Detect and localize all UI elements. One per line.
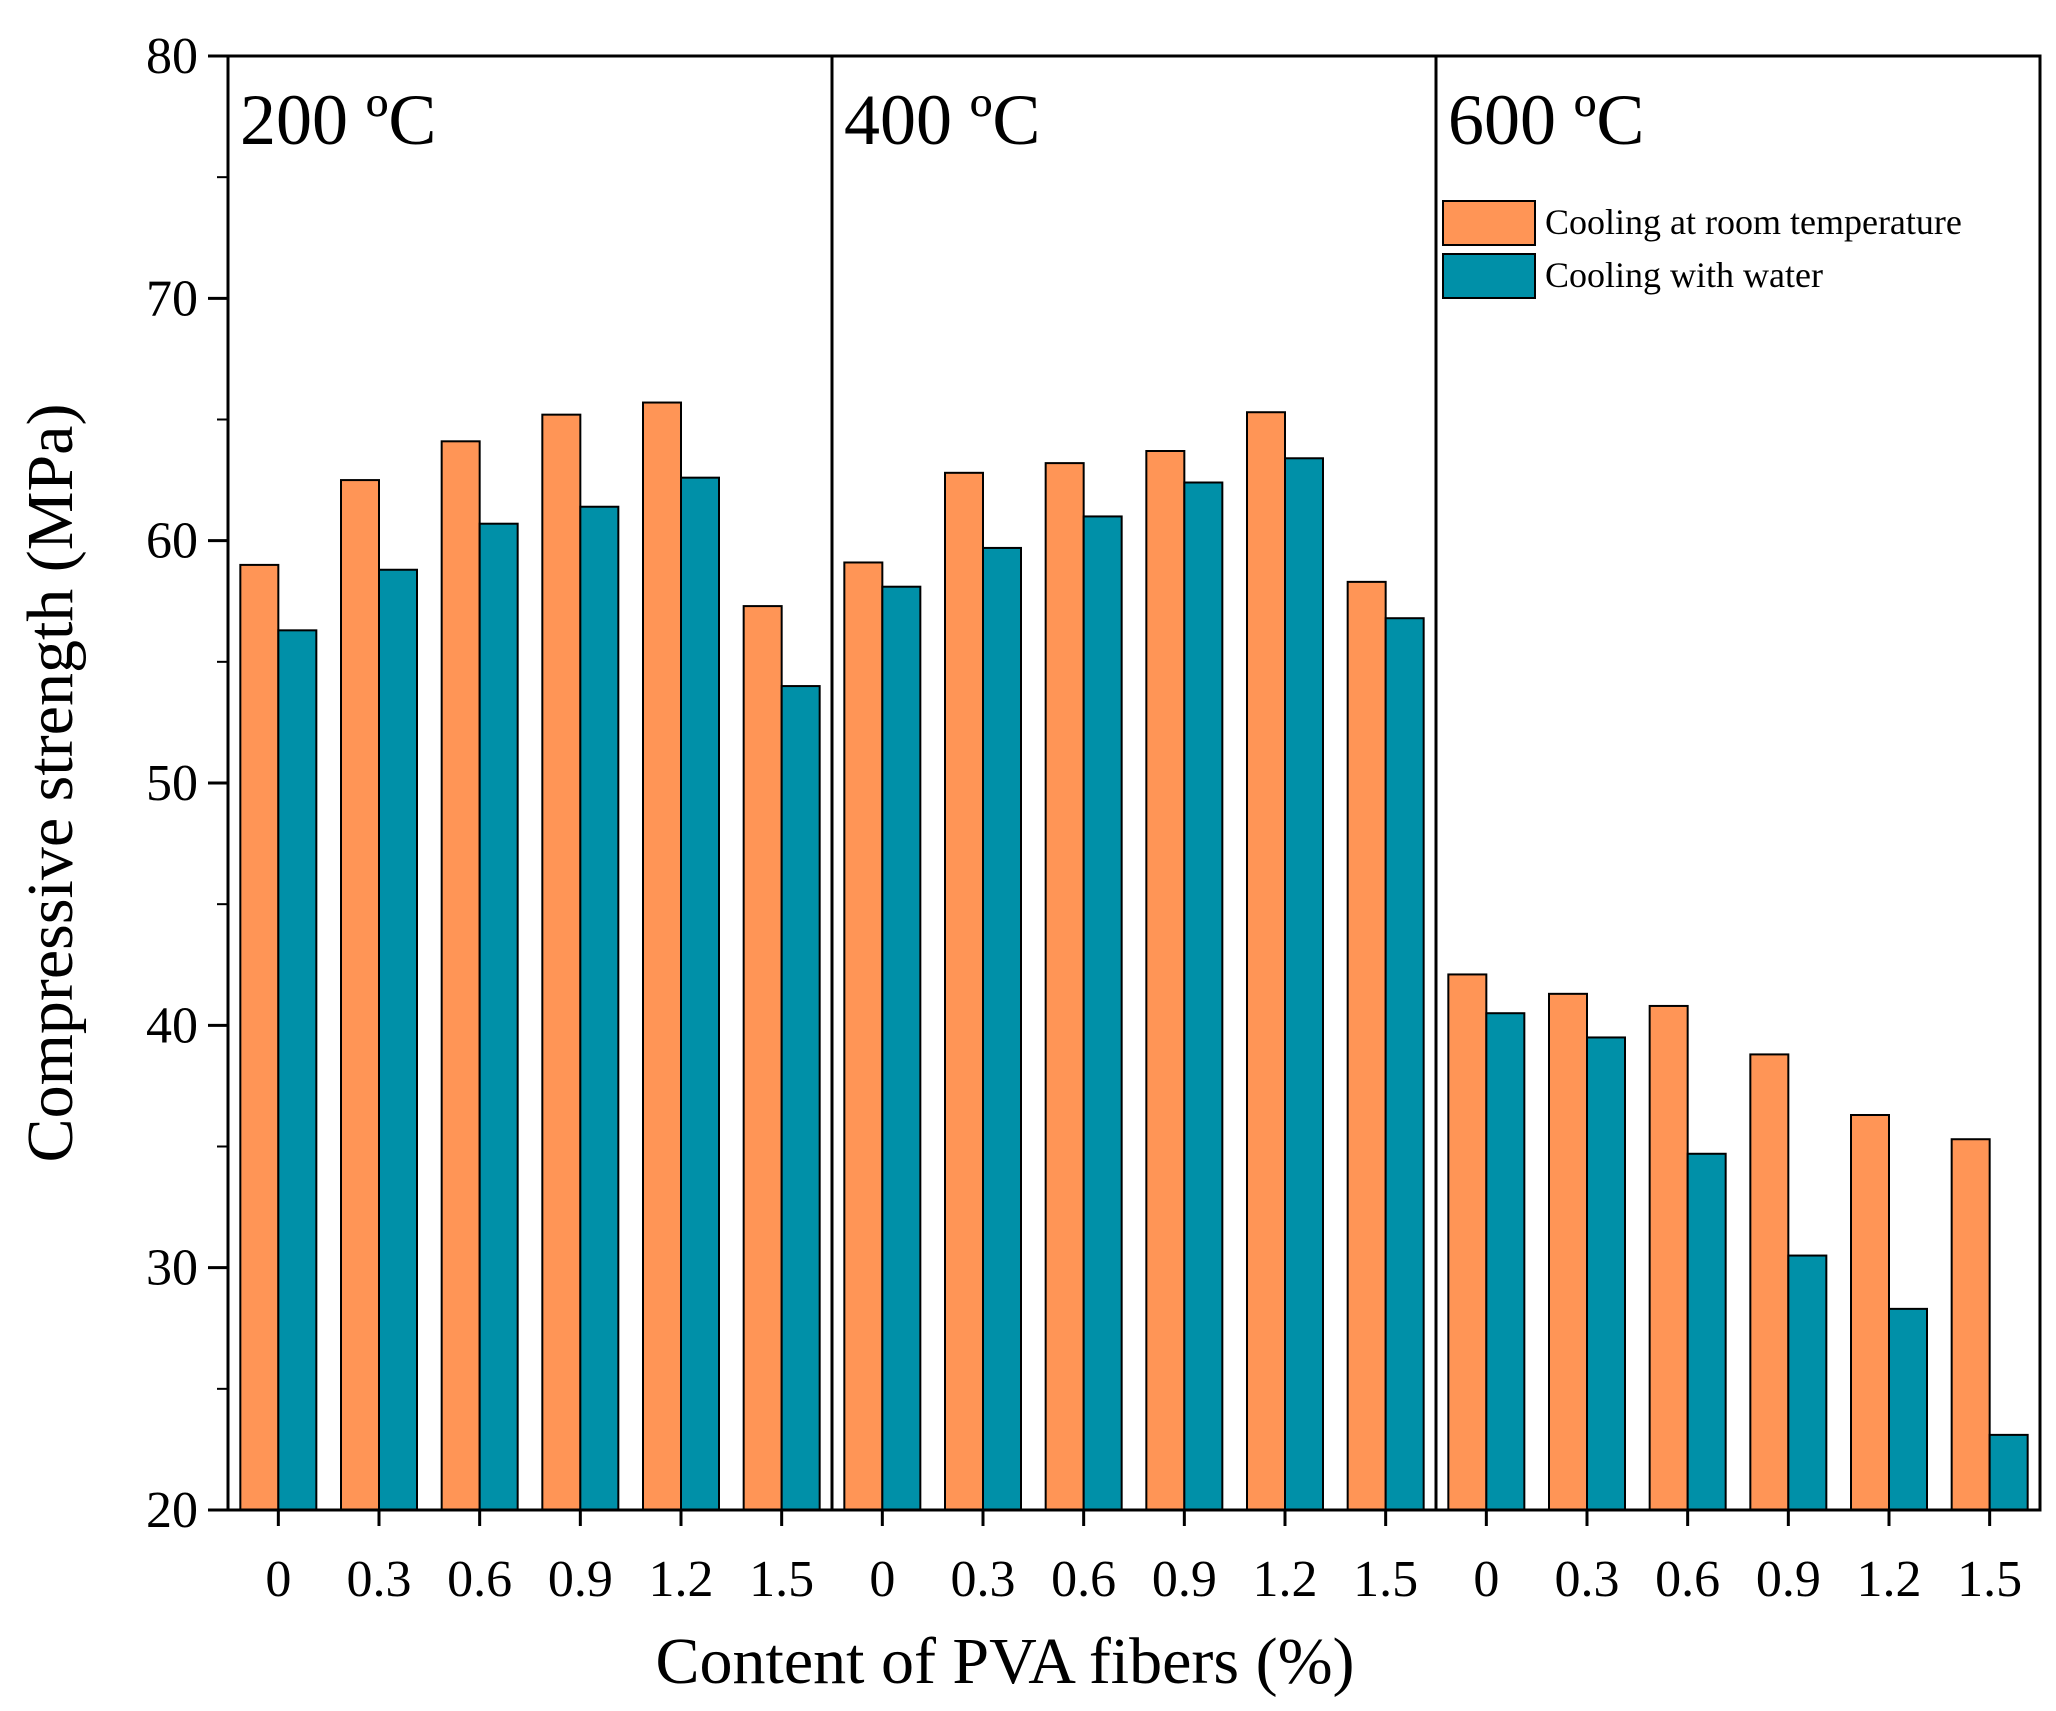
bar-p2-room-0.9 xyxy=(1145,450,1186,1512)
x-tick-label: 0.3 xyxy=(347,1551,412,1608)
bar-p3-water-1.5 xyxy=(1988,1433,2029,1512)
bar-p3-room-0.6 xyxy=(1648,1004,1689,1511)
bar-p3-water-0.6 xyxy=(1686,1152,1727,1512)
bar-p2-room-1.2 xyxy=(1246,411,1286,1512)
x-tick-label: 1.5 xyxy=(1353,1551,1418,1608)
bar-p3-room-0.9 xyxy=(1749,1053,1790,1511)
x-tick-label: 0.9 xyxy=(1152,1551,1217,1608)
legend-swatch-room xyxy=(1442,200,1536,246)
bar-p1-water-1.2 xyxy=(680,476,720,1511)
bar-p1-room-0.3 xyxy=(340,479,380,1511)
x-tick-label: 1.2 xyxy=(649,1551,714,1608)
bar-p3-water-0.3 xyxy=(1586,1036,1626,1511)
legend-swatch-water xyxy=(1442,253,1536,299)
bar-p2-room-1.5 xyxy=(1346,580,1387,1511)
bar-p1-water-0.9 xyxy=(579,505,620,1511)
bar-p2-water-1.2 xyxy=(1284,457,1324,1512)
bar-p1-room-0.9 xyxy=(541,413,582,1511)
x-tick-label: 0.3 xyxy=(1555,1551,1620,1608)
bar-p2-room-0.6 xyxy=(1044,462,1085,1511)
bars-layer xyxy=(239,401,2029,1512)
y-tick-label: 60 xyxy=(146,513,198,570)
bar-p3-room-0 xyxy=(1447,973,1488,1511)
x-tick-label: 0.3 xyxy=(951,1551,1016,1608)
bar-p3-room-1.2 xyxy=(1850,1113,1890,1512)
legend: Cooling at room temperature Cooling with … xyxy=(1442,200,1962,299)
x-tick-label: 0.9 xyxy=(1756,1551,1821,1608)
y-tick-label: 80 xyxy=(146,28,198,85)
bar-p2-water-0.3 xyxy=(982,546,1022,1511)
bar-p2-water-1.5 xyxy=(1384,617,1425,1511)
x-tick-label: 0.6 xyxy=(447,1551,512,1608)
bar-p3-water-0 xyxy=(1485,1012,1526,1511)
x-tick-label: 0.9 xyxy=(548,1551,613,1608)
y-tick-label: 70 xyxy=(146,270,198,327)
bar-p1-water-0.6 xyxy=(478,522,519,1511)
bar-p3-water-0.9 xyxy=(1787,1254,1828,1512)
legend-label-water: Cooling with water xyxy=(1545,255,1823,295)
bar-p1-water-0 xyxy=(277,629,318,1511)
panel-labels: 200 ºC 400 ºC 600 ºC xyxy=(240,80,1644,160)
x-tick-label: 1.5 xyxy=(1957,1551,2022,1608)
y-tick-label: 20 xyxy=(146,1482,198,1539)
bar-p1-room-1.5 xyxy=(742,605,783,1511)
y-tick-label: 50 xyxy=(146,755,198,812)
x-tick-label: 0.6 xyxy=(1655,1551,1720,1608)
bar-p3-room-0.3 xyxy=(1548,992,1588,1511)
y-tick-label: 40 xyxy=(146,997,198,1054)
panel-label-2: 400 ºC xyxy=(844,80,1040,160)
x-tick-label: 0 xyxy=(1473,1551,1499,1608)
legend-label-room: Cooling at room temperature xyxy=(1545,202,1962,242)
x-tick-label: 1.5 xyxy=(749,1551,814,1608)
bar-p1-water-0.3 xyxy=(378,568,418,1511)
x-tick-label: 0 xyxy=(869,1551,895,1608)
y-tick-label: 30 xyxy=(146,1240,198,1297)
bar-p3-room-1.5 xyxy=(1950,1138,1991,1511)
y-axis-title: Compressive strength (MPa) xyxy=(14,404,87,1163)
x-axis: 0 0.3 0.6 0.9 1.2 1.5 0 0.3 0.6 0.9 1.2 1.5 0 0.3 0.6 0… xyxy=(265,1510,2022,1608)
x-tick-label: 0 xyxy=(265,1551,291,1608)
x-tick-label: 1.2 xyxy=(1857,1551,1922,1608)
x-axis-title: Content of PVA fibers (%) xyxy=(655,1625,1354,1698)
bar-p1-water-1.5 xyxy=(780,685,821,1511)
bar-p2-water-0.9 xyxy=(1183,481,1224,1511)
bar-p2-water-0.6 xyxy=(1082,515,1123,1511)
panel-label-1: 200 ºC xyxy=(240,80,436,160)
bar-p2-room-0.3 xyxy=(944,471,984,1511)
x-tick-label: 1.2 xyxy=(1253,1551,1318,1608)
bar-p1-room-0 xyxy=(239,563,280,1511)
bar-p1-room-0.6 xyxy=(440,440,481,1511)
bar-p3-water-1.2 xyxy=(1888,1307,1928,1511)
bar-p2-room-0 xyxy=(843,561,884,1511)
y-axis: 20 30 40 50 60 70 80 xyxy=(146,28,228,1539)
bar-p1-room-1.2 xyxy=(642,401,682,1512)
bar-p2-water-0 xyxy=(881,585,922,1511)
panel-label-3: 600 ºC xyxy=(1448,80,1644,160)
x-tick-label: 0.6 xyxy=(1051,1551,1116,1608)
